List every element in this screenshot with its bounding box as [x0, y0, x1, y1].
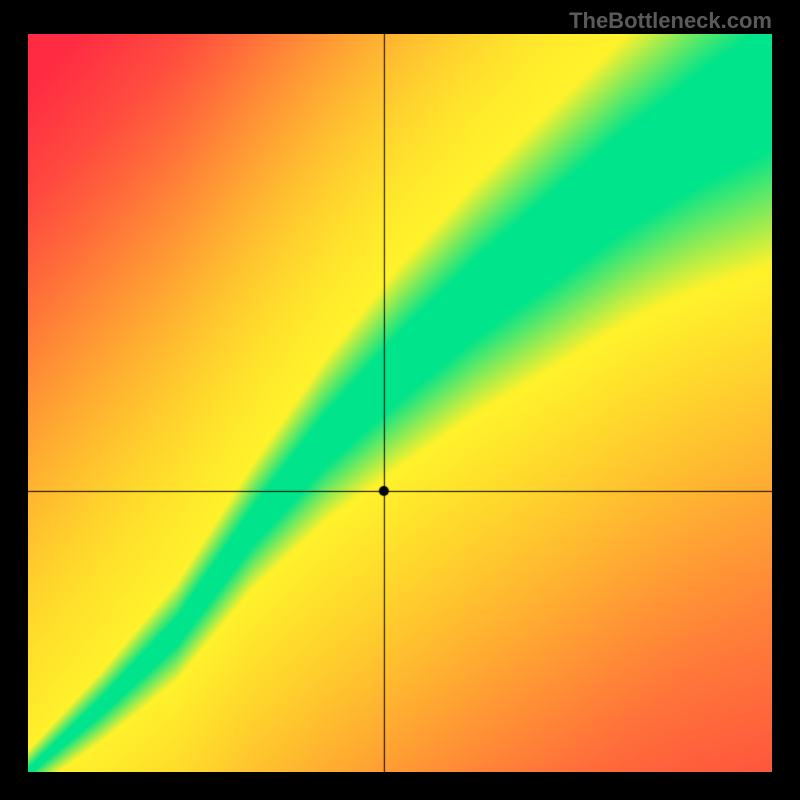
watermark-text: TheBottleneck.com — [569, 8, 772, 34]
heatmap-canvas — [28, 34, 772, 772]
heatmap-plot — [28, 34, 772, 772]
chart-container: TheBottleneck.com — [0, 0, 800, 800]
